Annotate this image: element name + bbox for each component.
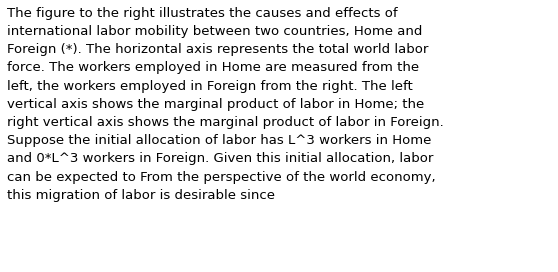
Text: The figure to the right illustrates the causes and effects of
international labo: The figure to the right illustrates the … <box>7 7 444 202</box>
